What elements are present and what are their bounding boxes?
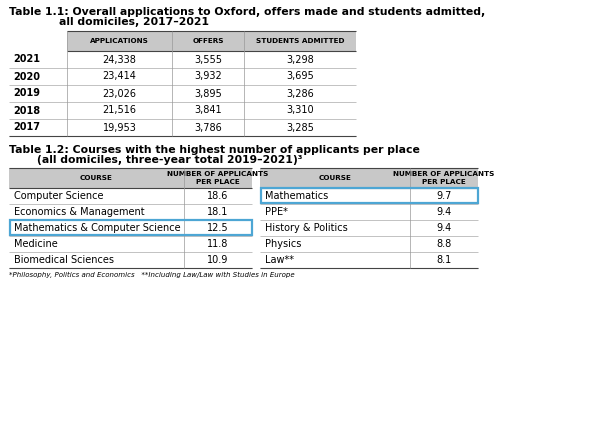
Text: Economics & Management: Economics & Management (14, 207, 145, 217)
Text: 3,841: 3,841 (194, 105, 222, 115)
Bar (244, 31, 356, 51)
Text: Mathematics: Mathematics (265, 191, 328, 201)
Text: 9.4: 9.4 (436, 223, 452, 233)
Text: History & Politics: History & Politics (265, 223, 347, 233)
Text: 3,310: 3,310 (286, 105, 314, 115)
Text: 3,932: 3,932 (194, 71, 222, 82)
Bar (260, 168, 410, 188)
Text: 8.1: 8.1 (436, 255, 452, 265)
Text: 12.5: 12.5 (207, 223, 229, 233)
Text: 23,414: 23,414 (102, 71, 136, 82)
Text: Medicine: Medicine (14, 239, 58, 249)
Text: Biomedical Sciences: Biomedical Sciences (14, 255, 114, 265)
Text: Table 1.1: Overall applications to Oxford, offers made and students admitted,: Table 1.1: Overall applications to Oxfor… (9, 7, 486, 17)
Text: 3,286: 3,286 (286, 88, 314, 99)
Bar (67, 31, 172, 51)
Bar (261, 189, 478, 203)
Text: STUDENTS ADMITTED: STUDENTS ADMITTED (256, 38, 345, 44)
Bar (184, 168, 252, 188)
Text: COURSE: COURSE (318, 175, 352, 181)
Text: 2020: 2020 (13, 71, 40, 82)
Text: *Philosophy, Politics and Economics   **Including Law/Law with Studies in Europe: *Philosophy, Politics and Economics **In… (9, 272, 295, 278)
Text: 2018: 2018 (13, 105, 40, 115)
Text: 2019: 2019 (13, 88, 40, 99)
Text: 21,516: 21,516 (102, 105, 136, 115)
Text: PPE*: PPE* (265, 207, 288, 217)
Text: 9.7: 9.7 (436, 191, 452, 201)
Text: 10.9: 10.9 (207, 255, 228, 265)
Text: NUMBER OF APPLICANTS
PER PLACE: NUMBER OF APPLICANTS PER PLACE (167, 171, 269, 184)
Text: Table 1.2: Courses with the highest number of applicants per place: Table 1.2: Courses with the highest numb… (9, 145, 420, 155)
Text: 3,298: 3,298 (286, 55, 314, 64)
Text: 24,338: 24,338 (102, 55, 136, 64)
Text: APPLICATIONS: APPLICATIONS (90, 38, 149, 44)
Text: Mathematics & Computer Science: Mathematics & Computer Science (14, 223, 181, 233)
Bar (410, 168, 478, 188)
Text: 11.8: 11.8 (207, 239, 228, 249)
Bar (9, 168, 184, 188)
Text: 3,695: 3,695 (286, 71, 314, 82)
Text: 3,285: 3,285 (286, 123, 314, 132)
Text: NUMBER OF APPLICANTS
PER PLACE: NUMBER OF APPLICANTS PER PLACE (393, 171, 494, 184)
Text: 18.1: 18.1 (207, 207, 228, 217)
Text: (all domiciles, three-year total 2019–2021)³: (all domiciles, three-year total 2019–20… (37, 155, 302, 165)
Bar (172, 31, 244, 51)
Text: 9.4: 9.4 (436, 207, 452, 217)
Text: 3,786: 3,786 (194, 123, 222, 132)
Text: 2017: 2017 (13, 123, 40, 132)
Text: 8.8: 8.8 (436, 239, 452, 249)
Text: 19,953: 19,953 (102, 123, 136, 132)
Text: Computer Science: Computer Science (14, 191, 104, 201)
Text: 2021: 2021 (13, 55, 40, 64)
Text: 23,026: 23,026 (102, 88, 136, 99)
Text: Law**: Law** (265, 255, 294, 265)
Text: all domiciles, 2017–2021: all domiciles, 2017–2021 (59, 17, 209, 27)
Text: 3,555: 3,555 (194, 55, 222, 64)
Bar (10, 220, 252, 236)
Text: 3,895: 3,895 (194, 88, 222, 99)
Text: COURSE: COURSE (80, 175, 113, 181)
Text: 18.6: 18.6 (207, 191, 228, 201)
Text: OFFERS: OFFERS (192, 38, 224, 44)
Text: Physics: Physics (265, 239, 302, 249)
